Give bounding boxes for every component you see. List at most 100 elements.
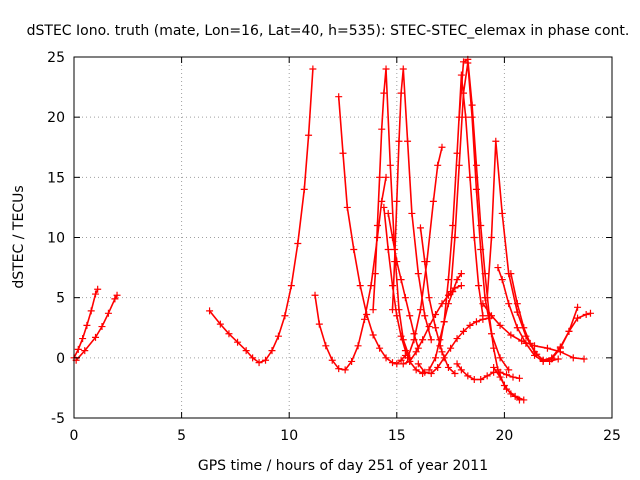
series-19-point-9 [565,327,573,335]
series-6-point-2 [388,282,396,290]
series-20-point-1 [487,312,495,320]
series-20-point-2 [496,321,504,329]
series-21-point-5 [539,356,547,364]
series-5-point-0 [369,306,377,314]
series-16 [455,55,523,404]
series-20-point-4 [518,337,526,345]
series-9-point-2 [412,348,420,356]
series-14-point-1 [440,318,448,326]
series-3-point-7 [354,342,362,350]
y-tick-label-1: 0 [56,351,65,367]
x-tick-label-3: 15 [388,428,406,444]
series-5-line [372,68,411,359]
series-5-point-7 [386,161,394,169]
series-12-point-6 [453,335,461,343]
series-21-point-2 [520,324,528,332]
series-7-point-7 [408,209,416,217]
y-tick-label-0: -5 [51,411,65,427]
series-6-point-5 [401,347,409,355]
series-16-point-3 [468,101,476,109]
series-20-point-8 [569,354,577,362]
series-14-point-0 [436,342,444,350]
series-13-point-6 [453,276,461,284]
series-4-point-8 [382,354,390,362]
series-11-point-2 [425,294,433,302]
y-tick-label-6: 25 [47,50,65,66]
series-0-point-2 [79,335,87,343]
series-21-point-1 [513,300,521,308]
series-2-line [208,68,314,364]
series-12-point-3 [434,363,442,371]
series-12-point-8 [466,321,474,329]
series-13-point-7 [457,270,465,278]
series-4-point-0 [335,93,343,101]
series-1-point-5 [111,295,119,303]
series-14-point-6 [462,113,470,121]
series-15-point-1 [451,234,459,241]
series-2-point-4 [242,347,250,355]
series-16-point-4 [472,161,480,169]
series-5-point-2 [373,221,381,229]
series-12-point-0 [414,360,422,368]
series-1 [72,291,121,364]
series-9-point-9 [457,282,465,290]
series-9-point-0 [399,360,407,368]
series-6-point-1 [384,246,392,254]
series-18-point-2 [492,137,500,145]
series-16-point-8 [490,344,498,352]
series-17-point-10 [515,374,523,382]
series-7-point-9 [421,312,429,320]
series-5-point-4 [378,125,386,133]
series-21-point-3 [526,339,534,347]
series-21 [507,270,562,365]
series-14-line [438,74,484,347]
series-1-point-2 [92,333,100,341]
series-15-point-10 [496,354,504,362]
series-4-point-4 [356,282,364,290]
series-1-point-1 [81,347,89,355]
series-20-point-0 [479,300,487,308]
series-16-point-6 [481,270,489,278]
series-18-point-14 [586,309,594,317]
series-12-point-2 [427,369,435,377]
series-12-point-1 [421,368,429,376]
series-4-point-6 [369,331,377,339]
x-tick-label-1: 5 [177,428,186,444]
series-5-point-3 [376,173,384,181]
series-2-point-10 [281,312,289,320]
series-0-point-1 [74,345,82,353]
series-4-point-2 [343,203,351,211]
series-0-point-5 [92,290,100,298]
series-2-point-11 [287,282,295,290]
series-15-point-2 [455,161,463,169]
series-4-point-11 [397,356,405,364]
series-0-point-6 [94,285,102,293]
y-tick-label-2: 5 [56,291,65,307]
series-7-point-3 [395,137,403,145]
series-8-point-0 [384,209,392,217]
series-2 [206,65,317,367]
series-6-point-0 [380,203,388,211]
x-tick-label-4: 20 [495,428,513,444]
x-axis-label: GPS time / hours of day 251 of year 2011 [198,458,488,474]
series-10-point-4 [429,197,437,205]
series-8-point-3 [397,276,405,284]
series-0-point-4 [87,307,95,315]
series-19-point-0 [494,264,502,272]
series-9-point-6 [438,300,446,308]
series-14-point-9 [475,282,483,290]
series-15-point-0 [447,288,455,296]
series-9-point-4 [425,323,433,331]
series-11-point-3 [432,324,440,332]
series-4-point-10 [393,360,401,368]
series-12-point-7 [460,327,468,335]
series-19-point-3 [513,324,521,332]
series-14 [436,71,487,350]
ticks: 0 5 10 15 20 25 -5 0 5 10 15 20 25 [47,50,621,444]
series-17-point-4 [477,375,485,383]
series-20-point-9 [580,355,588,363]
series-4-point-5 [363,311,371,319]
series-21-point-6 [546,357,554,365]
series-18-point-1 [487,234,495,241]
